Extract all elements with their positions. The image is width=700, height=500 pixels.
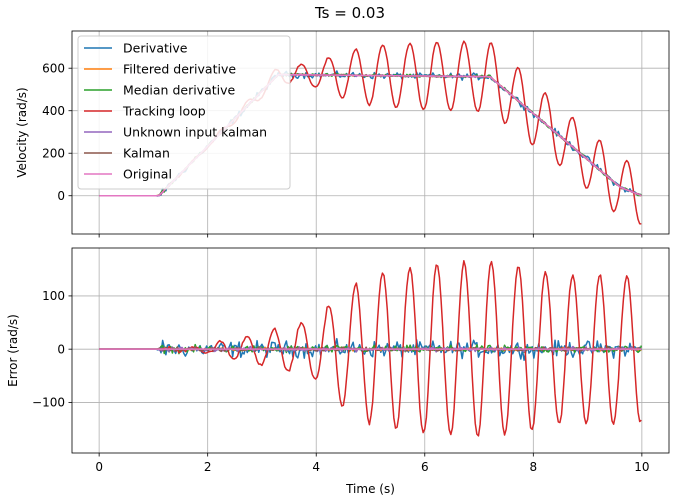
- y-tick-label: 0: [57, 342, 65, 356]
- legend-label-filtered-derivative: Filtered derivative: [123, 62, 236, 77]
- velocity-ticks: 0 200 400 600: [42, 61, 643, 238]
- legend-label-median-derivative: Median derivative: [123, 83, 236, 98]
- legend-label-derivative: Derivative: [123, 41, 188, 56]
- legend-box: [77, 35, 291, 190]
- velocity-y-axis-label: Velocity (rad/s): [15, 87, 29, 177]
- error-ticks: 0 2 4 6 8 10 −100 0 100: [32, 289, 649, 474]
- legend-label-kalman: Kalman: [123, 146, 170, 161]
- y-tick-label: 400: [42, 104, 65, 118]
- error-panel: 0 2 4 6 8 10 −100 0 100 Error (rad/s) Time (s): [6, 247, 670, 496]
- y-tick-label: 600: [42, 61, 65, 75]
- figure-title: Ts = 0.03: [314, 4, 385, 22]
- y-tick-label: −100: [32, 396, 65, 410]
- x-tick-label: 2: [204, 460, 212, 474]
- velocity-panel: 0 200 400 600 Velocity (rad/s) Derivative Fi…: [15, 30, 670, 238]
- error-axes-frame: [71, 247, 670, 454]
- velocity-grid: [72, 31, 669, 234]
- error-series-group: [99, 260, 643, 437]
- y-tick-label: 100: [42, 289, 65, 303]
- x-tick-label: 6: [421, 460, 429, 474]
- error-y-axis-label: Error (rad/s): [6, 314, 20, 387]
- x-axis-label: Time (s): [345, 482, 395, 496]
- y-tick-label: 0: [57, 189, 65, 203]
- legend-label-tracking-loop: Tracking loop: [122, 104, 206, 119]
- y-tick-label: 200: [42, 147, 65, 161]
- x-tick-label: 10: [634, 460, 649, 474]
- legend: Derivative Filtered derivative Median deri…: [77, 35, 291, 190]
- legend-label-original: Original: [123, 167, 172, 182]
- legend-label-unknown-input-kalman: Unknown input kalman: [123, 125, 267, 140]
- velocity-axes-frame: [71, 30, 670, 235]
- x-tick-label: 4: [312, 460, 320, 474]
- x-tick-label: 0: [95, 460, 103, 474]
- x-tick-label: 8: [529, 460, 537, 474]
